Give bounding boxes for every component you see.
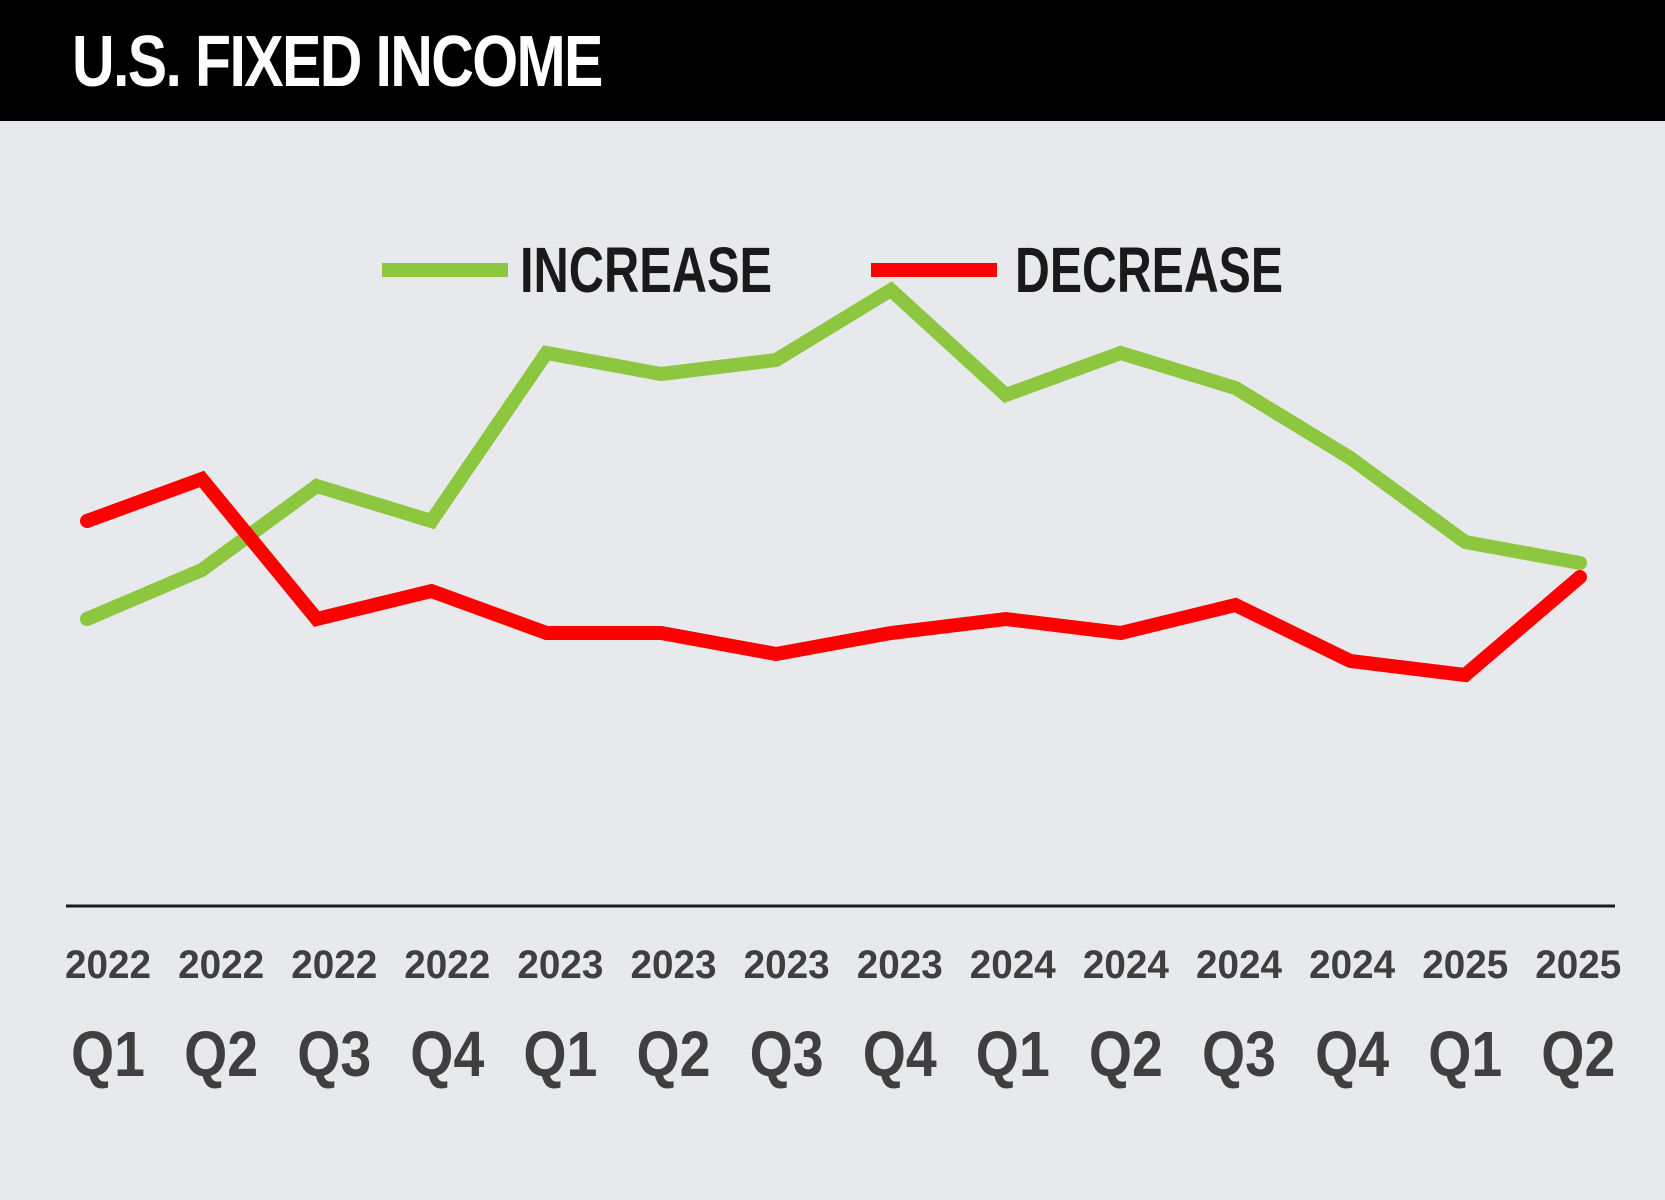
data-point-increase-3 — [431, 520, 432, 522]
data-point-increase-6 — [775, 359, 777, 361]
tick-year-label: 2022 — [291, 943, 377, 987]
legend-label-decrease: DECREASE — [1015, 234, 1283, 306]
data-point-decrease-3 — [431, 590, 432, 592]
series-line-decrease — [80, 470, 1587, 683]
tick-quarter-label: Q1 — [523, 1018, 597, 1090]
legend: INCREASE DECREASE — [382, 234, 1283, 306]
data-point-decrease-2 — [316, 618, 318, 620]
series-layer — [80, 281, 1587, 683]
series-line-increase — [80, 281, 1587, 626]
tick-quarter-label: Q3 — [1202, 1018, 1276, 1090]
tick-quarter-label: Q4 — [1315, 1018, 1389, 1090]
tick-quarter-label: Q3 — [297, 1018, 371, 1090]
tick-quarter-label: Q1 — [71, 1018, 145, 1090]
x-axis-ticks: 2022 Q1 2022 Q2 2022 Q3 2022 Q4 2023 Q1 2023 Q2 2023… — [65, 943, 1621, 1090]
tick-year-label: 2022 — [65, 943, 151, 987]
tick-year-label: 2023 — [631, 943, 717, 987]
data-point-decrease-0 — [86, 520, 88, 522]
data-point-decrease-13 — [1579, 576, 1581, 578]
data-point-decrease-10 — [1235, 604, 1236, 606]
tick-quarter-label: Q4 — [410, 1018, 484, 1090]
data-point-decrease-5 — [660, 632, 662, 634]
data-point-increase-2 — [316, 485, 318, 487]
tick-quarter-label: Q2 — [1541, 1018, 1615, 1090]
chart-title: U.S. FIXED INCOME — [72, 22, 603, 102]
data-point-increase-7 — [890, 289, 892, 291]
data-point-decrease-12 — [1464, 674, 1466, 676]
tick-quarter-label: Q4 — [863, 1018, 937, 1090]
legend-label-increase: INCREASE — [520, 234, 772, 306]
tick-year-label: 2025 — [1535, 943, 1621, 987]
tick-year-label: 2024 — [1309, 943, 1396, 987]
tick-year-label: 2022 — [178, 943, 264, 987]
tick-quarter-label: Q2 — [637, 1018, 711, 1090]
tick-year-label: 2023 — [517, 943, 603, 987]
data-point-decrease-1 — [201, 478, 203, 480]
data-point-decrease-11 — [1349, 660, 1351, 662]
tick-year-label: 2023 — [744, 943, 830, 987]
data-point-increase-11 — [1349, 457, 1351, 459]
tick-quarter-label: Q2 — [184, 1018, 258, 1090]
tick-year-label: 2024 — [1196, 943, 1283, 987]
data-point-increase-8 — [1005, 394, 1007, 396]
tick-year-label: 2024 — [1083, 943, 1170, 987]
data-point-increase-9 — [1120, 352, 1122, 354]
data-point-increase-4 — [545, 352, 547, 354]
data-point-increase-5 — [660, 373, 662, 375]
tick-year-label: 2022 — [404, 943, 490, 987]
data-point-decrease-8 — [1005, 618, 1007, 620]
data-point-increase-10 — [1235, 387, 1236, 389]
title-bar: U.S. FIXED INCOME — [0, 0, 1665, 121]
data-point-decrease-6 — [775, 653, 777, 655]
data-point-decrease-7 — [890, 632, 892, 634]
data-point-increase-13 — [1579, 562, 1581, 564]
tick-quarter-label: Q2 — [1089, 1018, 1163, 1090]
data-point-decrease-9 — [1120, 632, 1122, 634]
data-point-increase-0 — [86, 618, 88, 620]
tick-year-label: 2023 — [857, 943, 943, 987]
data-point-increase-1 — [201, 569, 203, 571]
tick-quarter-label: Q1 — [976, 1018, 1050, 1090]
tick-quarter-label: Q3 — [750, 1018, 824, 1090]
data-point-increase-12 — [1464, 541, 1466, 543]
data-point-decrease-4 — [545, 632, 547, 634]
tick-year-label: 2024 — [970, 943, 1057, 987]
tick-quarter-label: Q1 — [1428, 1018, 1502, 1090]
tick-year-label: 2025 — [1422, 943, 1508, 987]
